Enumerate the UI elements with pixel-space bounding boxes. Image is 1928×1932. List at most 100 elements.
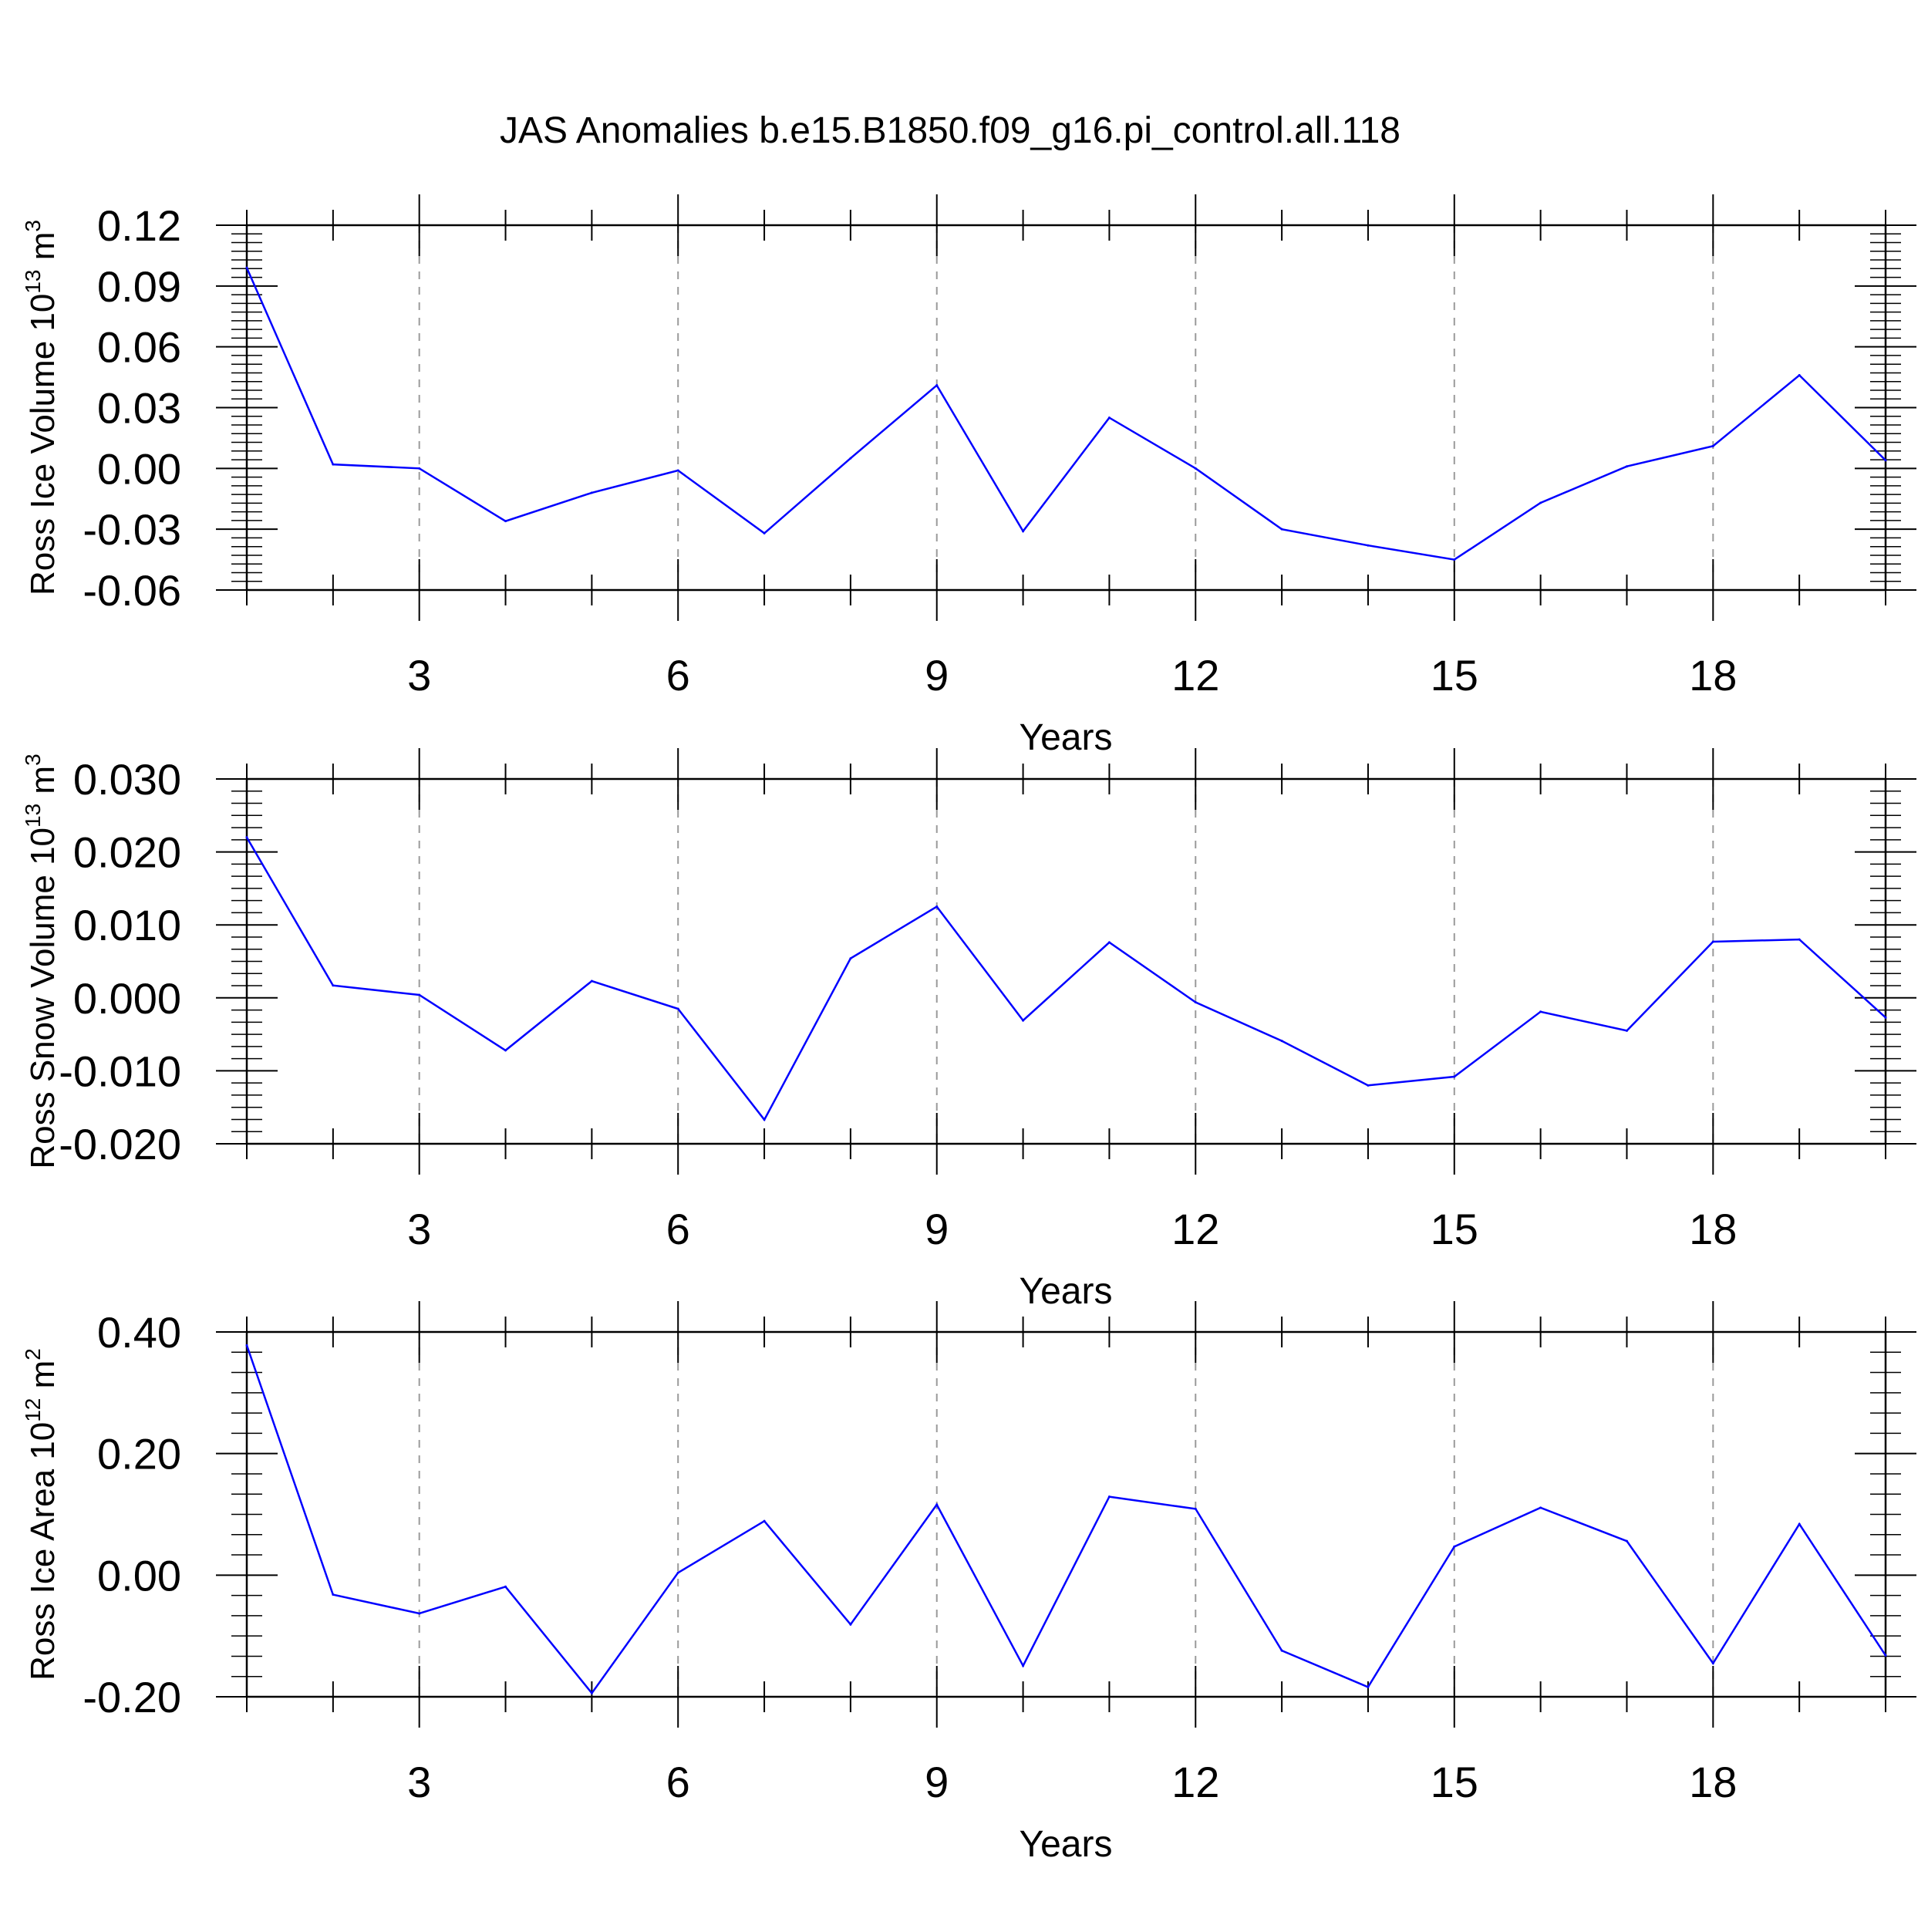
data-point xyxy=(245,266,248,269)
data-point xyxy=(763,1519,766,1522)
x-axis-label: Years xyxy=(1020,1824,1113,1865)
y-axis-label-unit: m xyxy=(24,232,62,270)
plot-frame xyxy=(245,1330,1887,1698)
data-point xyxy=(504,1585,507,1588)
x-tick-label: 12 xyxy=(1171,1758,1219,1806)
data-point xyxy=(935,1503,939,1506)
y-axis-label-unit: m xyxy=(24,766,62,804)
y-axis-label: Ross Ice Area 1012 m2 xyxy=(21,1348,62,1681)
data-point xyxy=(1194,467,1197,470)
x-axis-label: Years xyxy=(1020,1271,1113,1312)
y-tick-label: 0.020 xyxy=(73,828,181,877)
y-tick-label: 0.06 xyxy=(97,323,181,372)
y-axis-label-text: Ross Ice Area 10 xyxy=(24,1422,62,1681)
data-point xyxy=(590,491,593,494)
x-tick-label: 9 xyxy=(925,1758,949,1806)
data-point xyxy=(332,463,335,466)
y-tick-label: 0.20 xyxy=(97,1430,181,1479)
data-point xyxy=(504,520,507,523)
data-point xyxy=(1453,1075,1456,1078)
y-axis-label-unit-exponent: 3 xyxy=(21,220,45,232)
y-axis-label-text: Ross Snow Volume 10 xyxy=(24,828,62,1169)
plot-frame xyxy=(245,224,1887,592)
y-axis-label-exponent: 13 xyxy=(21,804,45,828)
y-tick-label: -0.03 xyxy=(83,505,181,554)
data-point xyxy=(1022,1664,1025,1667)
data-point xyxy=(245,1344,248,1347)
data-point xyxy=(1022,530,1025,533)
y-tick-label: 0.000 xyxy=(73,974,181,1023)
data-point xyxy=(1453,1545,1456,1548)
x-axis-label: Years xyxy=(1020,717,1113,758)
data-point xyxy=(763,1118,766,1121)
data-point xyxy=(849,957,852,960)
panel-2: -0.020 -0.010 0.000 0.010 0.020 0.030 3 6 9 12 15 1… xyxy=(21,748,1916,1312)
x-tick-label: 12 xyxy=(1171,651,1219,700)
series-line xyxy=(245,837,1886,1122)
data-point xyxy=(504,1049,507,1052)
data-point xyxy=(1107,1495,1111,1499)
data-point xyxy=(849,1623,852,1626)
data-point xyxy=(418,993,421,996)
data-point xyxy=(1367,1084,1370,1087)
y-axis-label-unit-exponent: 2 xyxy=(21,1348,45,1360)
x-tick-label: 15 xyxy=(1431,1758,1478,1806)
data-point xyxy=(418,467,421,470)
data-point xyxy=(1798,938,1801,941)
plot-frame xyxy=(245,777,1887,1145)
data-point xyxy=(1539,1010,1542,1013)
data-point xyxy=(1280,1040,1283,1043)
data-point xyxy=(1280,1649,1283,1652)
x-tick-label: 3 xyxy=(407,651,431,700)
y-tick-label: 0.010 xyxy=(73,901,181,949)
y-tick-label: -0.20 xyxy=(83,1673,181,1721)
data-point xyxy=(332,1593,335,1597)
data-point xyxy=(1280,528,1283,531)
x-tick-label: 6 xyxy=(666,1758,690,1806)
y-tick-label: 0.09 xyxy=(97,262,181,311)
y-axis-label-text: Ross Ice Volume 10 xyxy=(24,294,62,595)
data-point xyxy=(1625,465,1628,468)
data-point xyxy=(1884,459,1887,462)
data-point xyxy=(1107,941,1111,944)
data-point xyxy=(763,531,766,534)
x-tick-label: 15 xyxy=(1431,1205,1478,1253)
data-point xyxy=(332,984,335,987)
data-point xyxy=(590,1691,593,1694)
y-tick-label: -0.020 xyxy=(59,1120,181,1168)
panel-3: -0.20 0.00 0.20 0.40 3 6 9 12 15 18 Years Ross Ice … xyxy=(21,1301,1916,1865)
y-tick-label: 0.12 xyxy=(97,201,181,250)
data-point xyxy=(1884,1654,1887,1657)
panel-1: -0.06 -0.03 0.00 0.03 0.06 0.09 0.12 3 6 9 12 15 18 Y… xyxy=(21,194,1916,758)
data-point xyxy=(1711,1662,1714,1665)
x-tick-label: 6 xyxy=(666,651,690,700)
y-tick-label: 0.40 xyxy=(97,1308,181,1357)
x-tick-label: 3 xyxy=(407,1205,431,1253)
y-axis-label-unit: m xyxy=(24,1360,62,1398)
y-axis-label: Ross Ice Volume 1013 m3 xyxy=(21,220,62,595)
y-tick-label: 0.00 xyxy=(97,444,181,493)
x-tick-label: 3 xyxy=(407,1758,431,1806)
y-tick-label: -0.010 xyxy=(59,1047,181,1095)
data-point xyxy=(1194,1507,1197,1510)
y-axis-label: Ross Snow Volume 1013 m3 xyxy=(21,754,62,1168)
y-axis-label-unit-exponent: 3 xyxy=(21,754,45,766)
y-axis-label-exponent: 12 xyxy=(21,1398,45,1422)
data-point xyxy=(1539,501,1542,504)
y-tick-label: 0.00 xyxy=(97,1551,181,1600)
data-point xyxy=(1711,444,1714,447)
series-line xyxy=(245,267,1886,561)
data-point xyxy=(1798,373,1801,376)
data-point xyxy=(1107,416,1111,420)
x-tick-label: 18 xyxy=(1689,651,1737,700)
x-tick-label: 9 xyxy=(925,1205,949,1253)
data-point xyxy=(1367,544,1370,547)
x-tick-label: 15 xyxy=(1431,651,1478,700)
y-tick-label: 0.03 xyxy=(97,384,181,433)
data-point xyxy=(245,836,248,839)
data-point xyxy=(1022,1019,1025,1022)
series-line xyxy=(245,1344,1887,1695)
data-point xyxy=(1453,558,1456,561)
